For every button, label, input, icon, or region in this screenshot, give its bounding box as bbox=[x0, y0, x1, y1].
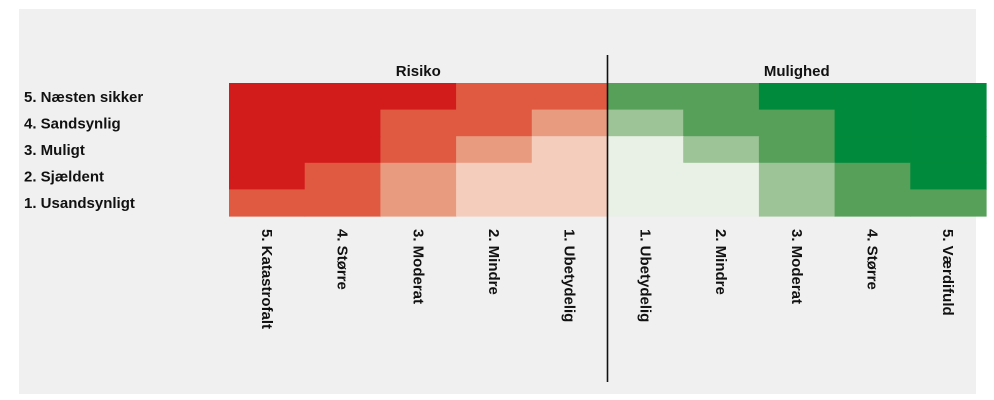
matrix-cell bbox=[456, 189, 533, 217]
y-axis-label: 1. Usandsynligt bbox=[24, 195, 135, 212]
matrix-cell bbox=[456, 109, 533, 137]
matrix-cell bbox=[683, 189, 760, 217]
matrix-cell bbox=[834, 162, 911, 190]
matrix-cell bbox=[834, 136, 911, 164]
y-axis-label: 3. Muligt bbox=[24, 142, 85, 159]
matrix-cell bbox=[834, 109, 911, 137]
y-axis-label: 5. Næsten sikker bbox=[24, 89, 143, 106]
y-axis-label: 4. Sandsynlig bbox=[24, 115, 121, 132]
matrix-cell bbox=[758, 136, 836, 164]
matrix-cell bbox=[834, 83, 911, 111]
matrix-cell bbox=[531, 136, 609, 164]
x-axis-label: 3. Moderat bbox=[788, 229, 805, 304]
x-axis-label: 2. Mindre bbox=[712, 229, 729, 295]
matrix-cell bbox=[758, 189, 836, 217]
x-axis-label: 1. Ubetydelig bbox=[561, 229, 578, 322]
matrix-cell bbox=[834, 189, 911, 217]
matrix-cell bbox=[229, 83, 306, 111]
matrix-cell bbox=[607, 162, 684, 190]
matrix-cell bbox=[607, 83, 684, 111]
matrix-cell bbox=[531, 189, 609, 217]
group-label-opportunity: Mulighed bbox=[764, 63, 830, 80]
matrix-cell bbox=[910, 189, 987, 217]
matrix-cells bbox=[229, 83, 987, 217]
matrix-cell bbox=[229, 162, 306, 190]
matrix-cell bbox=[531, 109, 609, 137]
matrix-cell bbox=[456, 136, 533, 164]
matrix-cell bbox=[456, 83, 533, 111]
matrix-cell bbox=[304, 136, 381, 164]
matrix-cell bbox=[683, 109, 760, 137]
matrix-cell bbox=[758, 109, 836, 137]
x-axis-label: 5. Katastrofalt bbox=[258, 229, 275, 329]
matrix-cell bbox=[531, 83, 609, 111]
x-axis-label: 5. Værdifuld bbox=[939, 229, 956, 316]
matrix-cell bbox=[304, 109, 381, 137]
x-axis-label: 3. Moderat bbox=[409, 229, 426, 304]
matrix-cell bbox=[531, 162, 609, 190]
matrix-cell bbox=[304, 162, 381, 190]
matrix-cell bbox=[683, 136, 760, 164]
group-labels: Risiko Mulighed bbox=[396, 63, 830, 80]
x-axis-label: 2. Mindre bbox=[485, 229, 502, 295]
matrix-cell bbox=[683, 162, 760, 190]
matrix-cell bbox=[683, 83, 760, 111]
matrix-cell bbox=[380, 136, 457, 164]
y-axis-labels: 5. Næsten sikker 4. Sandsynlig 3. Muligt 2.… bbox=[24, 89, 143, 212]
matrix-cell bbox=[758, 83, 836, 111]
matrix-cell bbox=[304, 189, 381, 217]
matrix-cell bbox=[304, 83, 381, 111]
matrix-cell bbox=[229, 109, 306, 137]
matrix-cell bbox=[758, 162, 836, 190]
matrix-cell bbox=[380, 162, 457, 190]
matrix-cell bbox=[229, 136, 306, 164]
matrix-cell bbox=[910, 83, 987, 111]
matrix-cell bbox=[607, 189, 684, 217]
matrix-cell bbox=[607, 109, 684, 137]
matrix-cell bbox=[910, 136, 987, 164]
x-axis-label: 4. Større bbox=[334, 229, 351, 290]
matrix-cell bbox=[229, 189, 306, 217]
matrix-cell bbox=[910, 109, 987, 137]
x-axis-label: 1. Ubetydelig bbox=[636, 229, 653, 322]
matrix-cell bbox=[380, 189, 457, 217]
matrix-cell bbox=[380, 83, 457, 111]
matrix-cell bbox=[380, 109, 457, 137]
matrix-cell bbox=[607, 136, 684, 164]
x-axis-label: 4. Større bbox=[863, 229, 880, 290]
x-axis-labels: 5. Katastrofalt 4. Større 3. Moderat 2. Min… bbox=[258, 229, 956, 329]
matrix-cell bbox=[456, 162, 533, 190]
group-label-risk: Risiko bbox=[396, 63, 441, 80]
y-axis-label: 2. Sjældent bbox=[24, 169, 104, 186]
matrix-cell bbox=[910, 162, 987, 190]
